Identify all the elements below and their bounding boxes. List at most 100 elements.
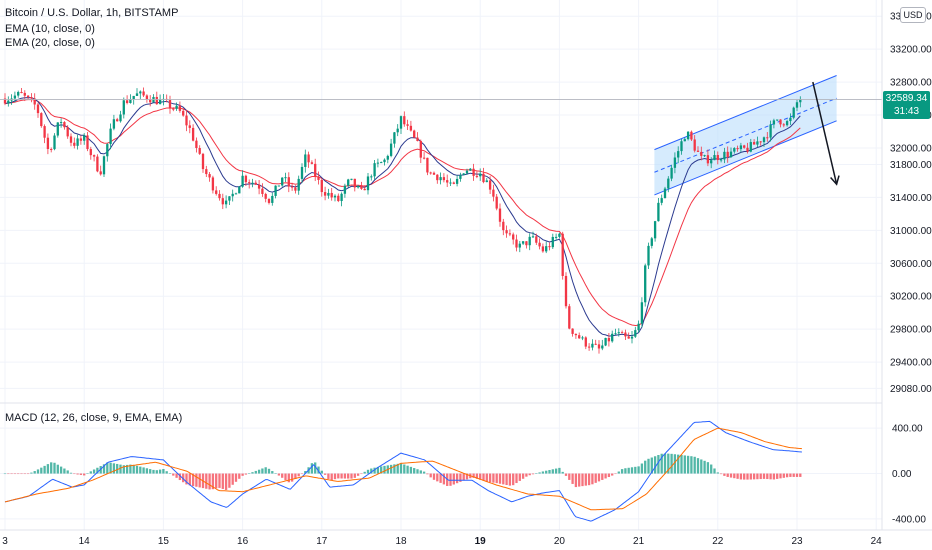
macd-line[interactable] [4, 420, 802, 522]
candle-body[interactable] [248, 182, 251, 184]
candle-body[interactable] [383, 159, 386, 163]
candle-body[interactable] [762, 137, 766, 143]
candle-body[interactable] [789, 117, 792, 122]
candle-body[interactable] [749, 142, 752, 152]
candle-body[interactable] [766, 137, 769, 139]
candle-body[interactable] [343, 185, 347, 194]
candle-body[interactable] [69, 136, 73, 143]
candle-body[interactable] [459, 174, 462, 179]
candle-body[interactable] [119, 114, 122, 122]
candle-body[interactable] [155, 96, 158, 105]
candle-body[interactable] [409, 125, 413, 131]
candle-body[interactable] [43, 126, 46, 138]
candle-body[interactable] [7, 100, 10, 104]
candle-body[interactable] [17, 92, 20, 96]
candle-body[interactable] [535, 236, 538, 243]
candle-body[interactable] [254, 182, 257, 185]
candle-body[interactable] [215, 190, 218, 194]
candle-body[interactable] [578, 335, 581, 339]
time-axis[interactable]: 3 14 15 16 17 18 19 20 21 22 23 24 [2, 536, 882, 547]
candle-body[interactable] [795, 102, 799, 108]
candle-body[interactable] [396, 128, 399, 133]
candle-body[interactable] [380, 162, 383, 164]
candle-body[interactable] [36, 104, 40, 114]
candle-body[interactable] [327, 192, 330, 196]
candle-body[interactable] [419, 141, 422, 158]
candle-body[interactable] [116, 119, 119, 122]
candle-body[interactable] [106, 144, 109, 157]
candle-body[interactable] [502, 221, 505, 231]
candle-body[interactable] [432, 172, 436, 175]
candle-body[interactable] [495, 196, 498, 209]
candle-body[interactable] [686, 131, 690, 140]
candle-body[interactable] [505, 230, 508, 234]
candle-body[interactable] [680, 141, 683, 152]
candle-body[interactable] [792, 107, 795, 118]
candle-body[interactable] [482, 173, 485, 183]
candle-body[interactable] [73, 142, 76, 146]
candle-body[interactable] [46, 137, 50, 150]
candle-body[interactable] [452, 182, 455, 184]
candle-body[interactable] [693, 139, 696, 151]
candle-body[interactable] [30, 97, 33, 99]
candle-body[interactable] [667, 178, 670, 189]
candle-body[interactable] [703, 155, 706, 157]
candle-body[interactable] [182, 110, 185, 116]
candle-body[interactable] [743, 145, 746, 148]
candle-body[interactable] [587, 346, 591, 348]
candle-body[interactable] [799, 99, 802, 103]
candle-body[interactable] [657, 202, 660, 222]
candle-body[interactable] [399, 116, 403, 129]
macd-legend[interactable]: MACD (12, 26, close, 9, EMA, EMA) [5, 412, 183, 424]
candle-body[interactable] [102, 156, 106, 175]
candle-body[interactable] [53, 135, 56, 150]
candle-body[interactable] [426, 157, 429, 173]
candle-body[interactable] [627, 336, 630, 339]
candle-body[interactable] [673, 157, 677, 168]
candle-body[interactable] [508, 233, 512, 235]
candle-body[interactable] [736, 148, 739, 150]
candle-body[interactable] [290, 186, 294, 188]
candle-body[interactable] [33, 98, 36, 105]
candle-body[interactable] [696, 150, 700, 152]
candle-body[interactable] [521, 241, 525, 244]
candle-body[interactable] [267, 198, 271, 203]
candle-body[interactable] [472, 168, 475, 176]
candle-body[interactable] [333, 195, 337, 198]
candle-body[interactable] [314, 163, 317, 177]
candle-body[interactable] [554, 236, 558, 238]
candle-body[interactable] [479, 173, 482, 177]
candle-body[interactable] [548, 246, 551, 248]
candle-body[interactable] [300, 166, 304, 179]
candle-body[interactable] [455, 178, 459, 184]
symbol-title[interactable]: Bitcoin / U.S. Dollar, 1h, BITSTAMP [5, 7, 179, 19]
candle-body[interactable] [198, 148, 201, 154]
candle-body[interactable] [492, 189, 495, 197]
candle-body[interactable] [558, 233, 561, 237]
candle-body[interactable] [208, 174, 211, 178]
candle-body[interactable] [139, 91, 142, 94]
candle-body[interactable] [584, 337, 587, 347]
candle-body[interactable] [581, 337, 584, 339]
candle-body[interactable] [281, 177, 284, 186]
candle-body[interactable] [287, 177, 290, 187]
candle-body[interactable] [683, 139, 686, 142]
candle-body[interactable] [178, 105, 182, 111]
candle-body[interactable] [86, 135, 89, 150]
candle-body[interactable] [145, 95, 149, 100]
candle-body[interactable] [769, 124, 772, 138]
candle-body[interactable] [244, 175, 248, 183]
candle-body[interactable] [297, 178, 300, 191]
candle-body[interactable] [257, 184, 261, 189]
candle-body[interactable] [512, 234, 515, 240]
candle-body[interactable] [677, 151, 680, 158]
candle-body[interactable] [551, 236, 554, 248]
candle-body[interactable] [264, 193, 267, 199]
candle-body[interactable] [158, 99, 162, 105]
candle-body[interactable] [317, 176, 320, 180]
channel-upper-line[interactable] [654, 75, 837, 151]
candle-body[interactable] [224, 200, 228, 205]
candle-body[interactable] [142, 91, 145, 96]
candle-body[interactable] [538, 242, 541, 247]
candle-body[interactable] [50, 149, 53, 151]
